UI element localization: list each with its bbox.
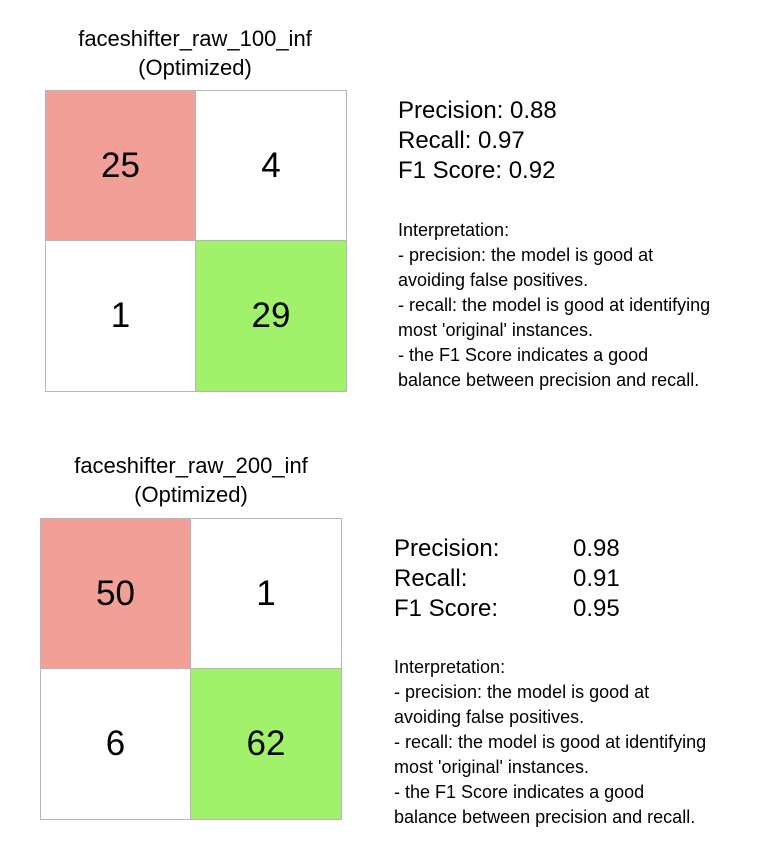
interpretation-line: most 'original' instances. (398, 320, 593, 340)
interpretation-line: balance between precision and recall. (394, 807, 696, 827)
metrics-list: Precision: 0.88 Recall: 0.97 F1 Score: 0… (398, 96, 557, 186)
metric-label: Recall: (394, 565, 468, 592)
interpretation-line: balance between precision and recall. (398, 370, 700, 390)
interpretation-line: - precision: the model is good at (398, 245, 654, 265)
confusion-matrix-block-1: faceshifter_raw_100_inf (Optimized) 25 4… (0, 0, 784, 420)
metrics-table: Precision: 0.98 Recall: 0.91 F1 Score: 0.95 (394, 534, 620, 624)
matrix-cell-true-negative: 29 (196, 241, 346, 391)
matrix-cell-true-positive: 25 (46, 91, 196, 241)
interpretation-line: most 'original' instances. (394, 757, 589, 777)
matrix-cell-false-positive: 6 (41, 669, 191, 819)
matrix-cell-false-positive: 1 (46, 241, 196, 391)
interpretation-line: avoiding false positives. (398, 270, 589, 290)
interpretation-text: Interpretation: - precision: the model i… (398, 218, 768, 393)
matrix-cell-false-negative: 4 (196, 91, 346, 241)
metric-value: 0.91 (573, 565, 620, 592)
metric-precision: Precision: 0.88 (398, 97, 557, 124)
confusion-matrix-block-2: faceshifter_raw_200_inf (Optimized) 50 1… (0, 425, 784, 855)
metric-f1-score: F1 Score: 0.95 (394, 594, 620, 624)
chart-title-main: faceshifter_raw_200_inf (74, 453, 308, 478)
chart-title: faceshifter_raw_100_inf (Optimized) (45, 24, 345, 82)
metric-f1-score: F1 Score: 0.92 (398, 157, 556, 184)
interpretation-line: Interpretation: (398, 220, 510, 240)
interpretation-line: Interpretation: (394, 657, 506, 677)
interpretation-line: avoiding false positives. (394, 707, 585, 727)
confusion-matrix: 25 4 1 29 (45, 90, 347, 392)
chart-title-sub: (Optimized) (134, 482, 248, 507)
metric-recall: Recall: 0.91 (394, 564, 620, 594)
metric-label: F1 Score: (394, 595, 499, 622)
metric-value: 0.98 (573, 535, 620, 562)
interpretation-line: - recall: the model is good at identifyi… (398, 295, 711, 315)
matrix-cell-false-negative: 1 (191, 519, 341, 669)
interpretation-line: - the F1 Score indicates a good (398, 345, 649, 365)
matrix-cell-true-negative: 62 (191, 669, 341, 819)
confusion-matrix: 50 1 6 62 (40, 518, 342, 820)
metric-value: 0.95 (573, 595, 620, 622)
chart-title-main: faceshifter_raw_100_inf (78, 26, 312, 51)
chart-title-sub: (Optimized) (138, 55, 252, 80)
interpretation-line: - the F1 Score indicates a good (394, 782, 645, 802)
metric-precision: Precision: 0.98 (394, 534, 620, 564)
metric-recall: Recall: 0.97 (398, 127, 525, 154)
matrix-cell-true-positive: 50 (41, 519, 191, 669)
interpretation-text: Interpretation: - precision: the model i… (394, 655, 769, 830)
metric-label: Precision: (394, 535, 500, 562)
chart-title: faceshifter_raw_200_inf (Optimized) (41, 451, 341, 509)
interpretation-line: - precision: the model is good at (394, 682, 650, 702)
interpretation-line: - recall: the model is good at identifyi… (394, 732, 707, 752)
